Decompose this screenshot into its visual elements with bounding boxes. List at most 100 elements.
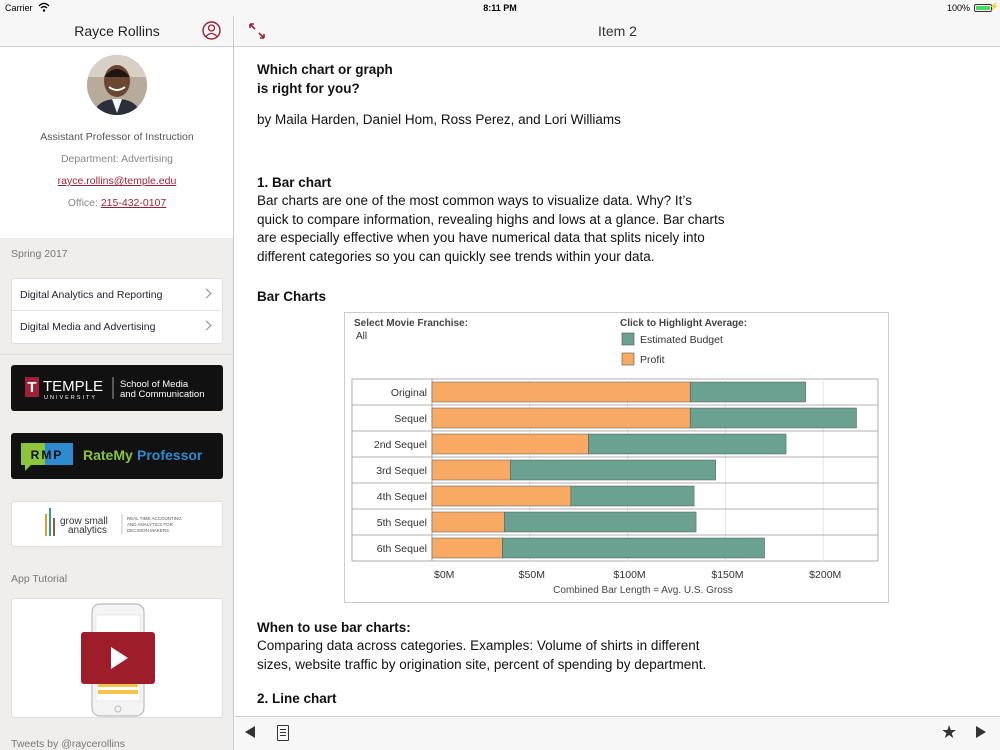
profile-card: Assistant Professor of Instruction Depar… (0, 47, 233, 238)
clock: 8:11 PM (483, 3, 517, 13)
x-axis-ticks: $0M $50M $100M $150M $200M (434, 569, 841, 581)
bar-segment (431, 381, 691, 402)
rmp-text1: RateMy (83, 447, 133, 463)
expand-icon[interactable] (248, 22, 266, 40)
profile-department: Department: Advertising (60, 153, 174, 165)
carrier-label: Carrier (5, 3, 33, 13)
when-heading: When to use bar charts: (257, 619, 411, 635)
bar-chart-svg: Select Movie Franchise: All Click to Hig… (351, 318, 879, 596)
document-icon[interactable] (277, 725, 289, 741)
profile-title: Assistant Professor of Instruction (40, 131, 194, 143)
battery-icon (974, 4, 992, 12)
bar-segment (570, 485, 695, 506)
x-axis-label: Combined Bar Length = Avg. U.S. Gross (553, 585, 733, 596)
temple-logo-link[interactable]: T TEMPLE UNIVERSITY School of Media and … (11, 365, 223, 411)
main-panel: Item 2 Which chart or graph is right for… (235, 16, 1000, 750)
chevron-right-icon (201, 288, 212, 299)
bar-segment (689, 407, 857, 428)
category-label: 5th Sequel (377, 517, 427, 529)
course-item[interactable]: Digital Media and Advertising (12, 311, 222, 343)
legend-label: Estimated Budget (640, 334, 723, 346)
course-item[interactable]: Digital Analytics and Reporting (12, 279, 222, 311)
grow-small-analytics-link[interactable]: grow small analytics REAL TIME ACCOUNTIN… (11, 501, 223, 547)
charging-icon: ⚡ (989, 2, 999, 11)
phone-link[interactable]: 215-432-0107 (100, 197, 167, 209)
x-tick-label: $200M (809, 569, 841, 581)
temple-name: TEMPLE (43, 378, 103, 395)
heading-line-2: is right for you? (257, 80, 360, 96)
bar-segment (431, 459, 511, 480)
legend-title: Click to Highlight Average: (620, 318, 747, 329)
forward-arrow-icon[interactable] (976, 726, 986, 738)
filter-label: Select Movie Franchise: (354, 318, 468, 329)
tutorial-label: App Tutorial (11, 573, 68, 585)
profile-email-wrap: rayce.rollins@temple.edu (0, 175, 233, 187)
gsa-line1: grow small (60, 516, 108, 527)
bar-segment (689, 381, 806, 402)
bar-segment (504, 511, 697, 532)
when-body: Comparing data across categories. Exampl… (257, 638, 707, 672)
category-label: Sequel (394, 413, 427, 425)
star-icon[interactable]: ★ (941, 722, 958, 742)
x-tick-label: $50M (519, 569, 545, 581)
chart-heading: Bar Charts (257, 289, 327, 304)
article-heading: Which chart or graph is right for you? (257, 61, 977, 98)
temple-logo: T TEMPLE UNIVERSITY School of Media and … (25, 377, 205, 401)
tutorial-video-thumbnail (81, 603, 155, 717)
legend-swatch (621, 332, 635, 345)
bar-segment (431, 407, 691, 428)
battery-percent: 100% (946, 3, 970, 13)
wifi-icon (38, 2, 50, 12)
temple-school-2: and Communication (120, 389, 205, 400)
item-title: Item 2 (598, 23, 637, 39)
chart-bars (431, 381, 857, 558)
category-label: 6th Sequel (377, 543, 427, 555)
term-label: Spring 2017 (11, 248, 68, 260)
tutorial-video[interactable] (11, 598, 223, 718)
rmp-badge: RMP (31, 448, 64, 462)
gsa-line2: analytics (68, 525, 107, 536)
article-authors: by Maila Harden, Daniel Hom, Ross Perez,… (257, 112, 621, 127)
category-label: 2nd Sequel (374, 439, 427, 451)
section-title: 2. Line chart (257, 691, 337, 706)
article-content: Which chart or graph is right for you? b… (257, 47, 977, 716)
section-body: Bar charts are one of the most common wa… (257, 193, 725, 264)
legend-swatch (621, 352, 635, 365)
filter-value: All (356, 331, 367, 342)
chevron-right-icon (201, 320, 212, 331)
bar-segment (588, 433, 787, 454)
gsa-tag1: REAL TIME ACCOUNTING (127, 516, 182, 521)
bottom-toolbar: ★ (235, 716, 1000, 750)
course-list: Digital Analytics and Reporting Digital … (11, 278, 223, 344)
x-tick-label: $150M (711, 569, 743, 581)
ratemyprofessor-link[interactable]: RMP RateMy Professor (11, 433, 223, 479)
bar-segment (431, 485, 572, 506)
main-header: Item 2 (235, 16, 1000, 47)
x-tick-label: $100M (614, 569, 646, 581)
temple-sub: UNIVERSITY (44, 395, 97, 401)
email-link[interactable]: rayce.rollins@temple.edu (57, 175, 177, 187)
course-label: Digital Analytics and Reporting (20, 289, 163, 301)
profile-name: Rayce Rollins (74, 23, 160, 39)
bar-segment (431, 511, 505, 532)
play-icon (111, 647, 128, 669)
ratemyprofessor-logo: RMP RateMy Professor (21, 443, 203, 471)
gsa-tag3: DECISION MAKERS (127, 528, 169, 533)
category-labels: Original Sequel 2nd Sequel 3rd Sequel 4th Se… (374, 387, 427, 555)
avatar (87, 55, 147, 115)
course-label: Digital Media and Advertising (20, 321, 156, 333)
heading-line-1: Which chart or graph (257, 62, 393, 77)
office-label: Office: (67, 197, 98, 209)
gsa-tag2: AND ANALYTICS FOR (127, 522, 174, 527)
x-tick-label: $0M (434, 569, 454, 581)
category-label: Original (391, 387, 427, 399)
sidebar: Rayce Rollins Assistant Professor of Ins… (0, 16, 234, 750)
category-label: 3rd Sequel (376, 465, 427, 477)
temple-school-1: School of Media (120, 379, 189, 390)
legend-label: Profit (640, 354, 665, 366)
user-profile-icon[interactable] (202, 21, 221, 40)
category-label: 4th Sequel (377, 491, 427, 503)
bar-segment (509, 459, 716, 480)
back-arrow-icon[interactable] (245, 726, 255, 738)
rmp-text2: Professor (137, 447, 203, 463)
